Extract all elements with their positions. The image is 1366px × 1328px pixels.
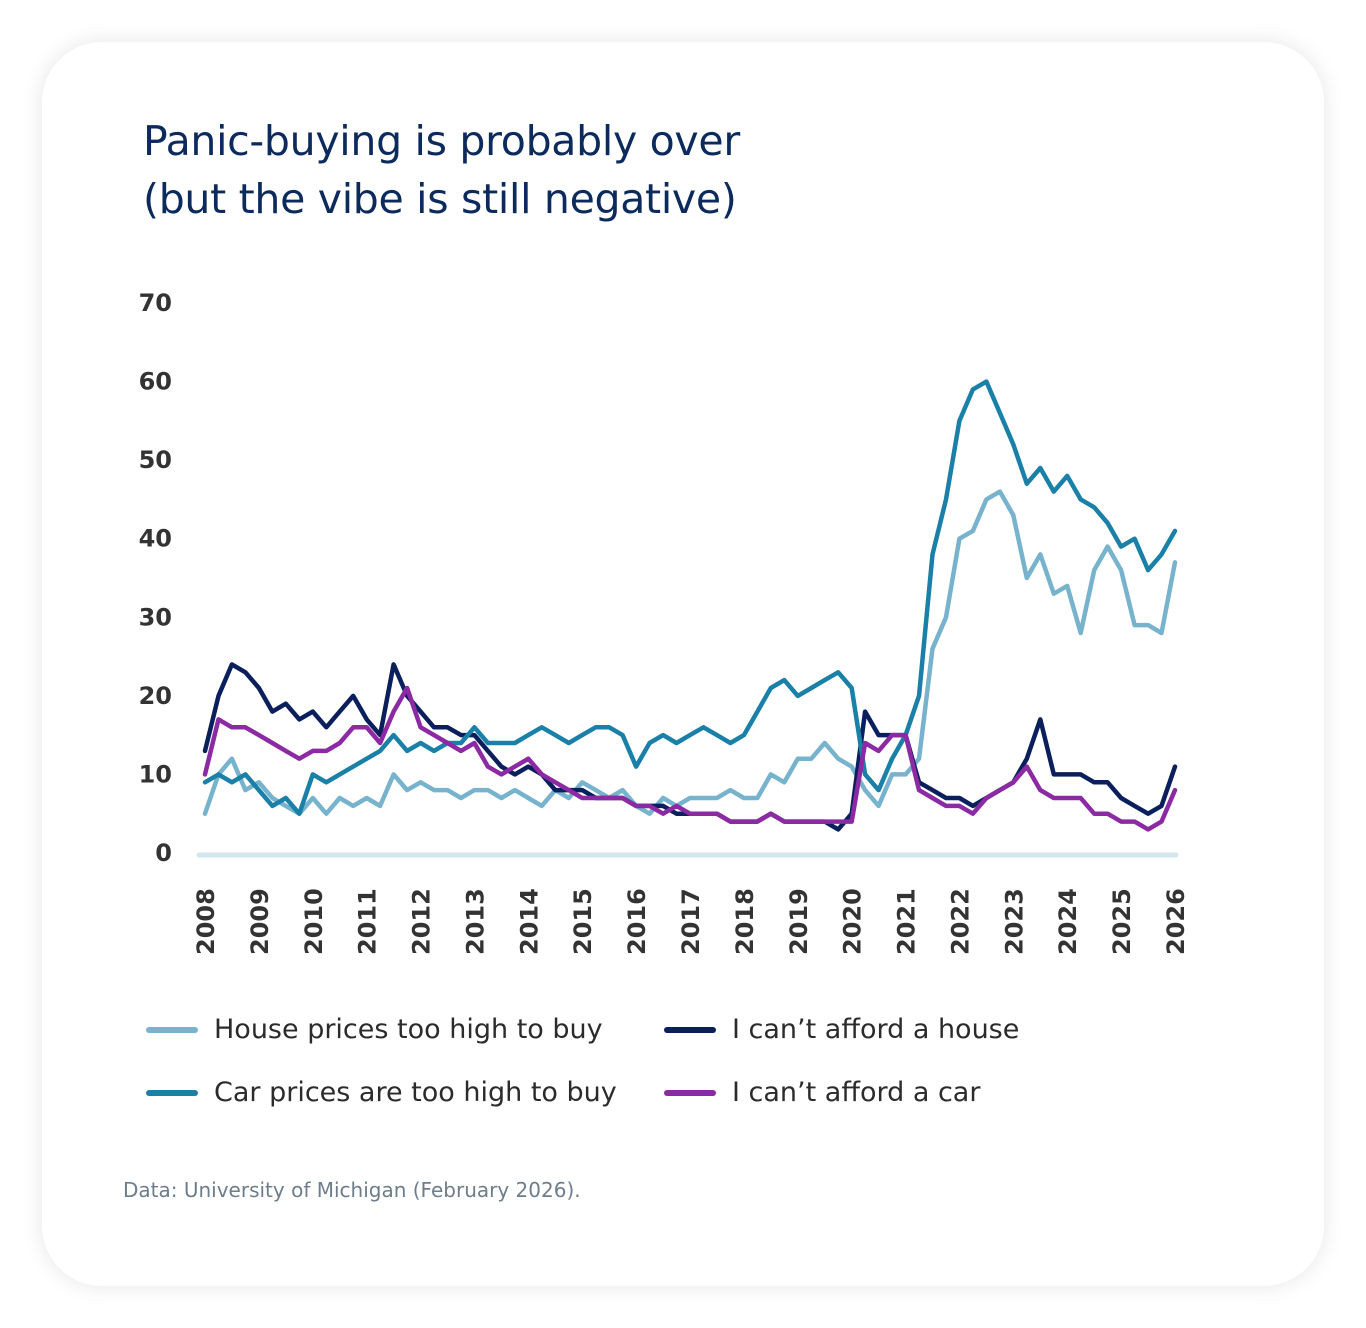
- source-note: Data: University of Michigan (February 2…: [123, 1178, 581, 1202]
- x-tick-label: 2020: [839, 888, 867, 955]
- series-line-2: [202, 379, 1178, 816]
- x-tick-label: 2022: [946, 888, 974, 955]
- x-tick-label: 2016: [623, 888, 651, 955]
- x-tick-label: 2021: [893, 888, 921, 955]
- legend-swatch: [664, 1089, 716, 1096]
- y-tick-label: 50: [139, 446, 172, 474]
- x-tick-label: 2008: [192, 888, 220, 955]
- series-line-3: [202, 685, 1178, 832]
- y-tick-label: 0: [155, 839, 172, 867]
- legend-label: House prices too high to buy: [214, 1014, 603, 1045]
- legend-item-afford-house: I can’t afford a house: [664, 1014, 1019, 1045]
- x-tick-label: 2026: [1162, 888, 1190, 955]
- title-line-1: Panic-buying is probably over: [143, 117, 740, 165]
- x-tick-label: 2015: [569, 888, 597, 955]
- x-tick-label: 2018: [731, 888, 759, 955]
- x-tick-label: 2010: [300, 888, 328, 955]
- x-tick-label: 2014: [515, 888, 543, 955]
- legend-item-afford-car: I can’t afford a car: [664, 1077, 980, 1108]
- title-line-2: (but the vibe is still negative): [143, 175, 737, 223]
- series-line-0: [202, 489, 1178, 816]
- x-tick-label: 2017: [677, 888, 705, 955]
- x-tick-label: 2023: [1000, 888, 1028, 955]
- legend-swatch: [146, 1089, 198, 1096]
- legend-label: I can’t afford a house: [732, 1014, 1020, 1045]
- legend-swatch: [146, 1026, 198, 1033]
- legend-label: I can’t afford a car: [732, 1077, 981, 1108]
- y-tick-label: 20: [139, 682, 172, 710]
- y-tick-label: 40: [139, 525, 172, 553]
- legend-swatch: [664, 1026, 716, 1033]
- legend-item-house-prices: House prices too high to buy: [146, 1014, 603, 1045]
- legend-label: Car prices are too high to buy: [214, 1077, 617, 1108]
- x-tick-label: 2025: [1108, 888, 1136, 955]
- x-tick-label: 2012: [408, 888, 436, 955]
- y-tick-label: 70: [139, 289, 172, 317]
- x-tick-label: 2019: [785, 888, 813, 955]
- chart-card: [42, 42, 1324, 1286]
- y-tick-label: 10: [139, 760, 172, 788]
- x-tick-label: 2013: [461, 888, 489, 955]
- y-tick-label: 60: [139, 368, 172, 396]
- x-tick-label: 2011: [354, 888, 382, 955]
- chart-title: Panic-buying is probably over (but the v…: [143, 112, 740, 228]
- y-tick-label: 30: [139, 603, 172, 631]
- legend-item-car-prices: Car prices are too high to buy: [146, 1077, 617, 1108]
- x-tick-label: 2024: [1054, 888, 1082, 955]
- x-tick-label: 2009: [246, 888, 274, 955]
